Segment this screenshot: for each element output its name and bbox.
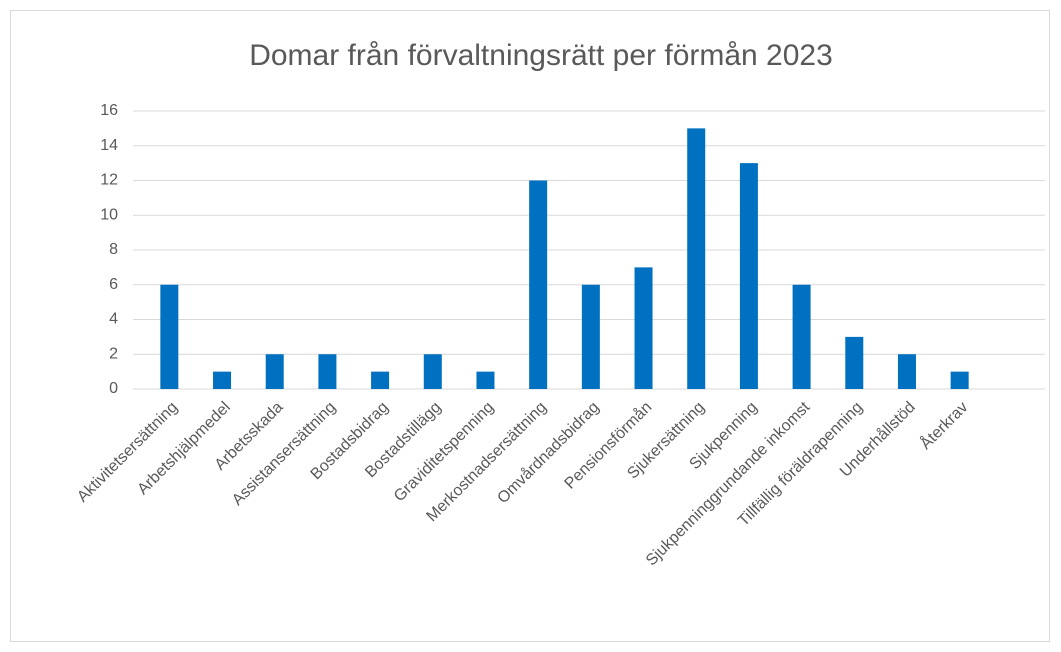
bar bbox=[897, 354, 916, 389]
bar bbox=[634, 267, 653, 389]
bar bbox=[423, 354, 442, 389]
y-tick-label: 4 bbox=[109, 311, 118, 328]
y-tick-label: 16 bbox=[100, 102, 118, 119]
bar bbox=[950, 371, 969, 389]
y-tick-label: 0 bbox=[109, 380, 118, 397]
bar bbox=[476, 371, 495, 389]
y-tick-label: 6 bbox=[109, 276, 118, 293]
bar bbox=[581, 284, 600, 389]
bar bbox=[845, 336, 864, 389]
y-tick-label: 12 bbox=[100, 172, 118, 189]
bar bbox=[529, 180, 548, 389]
y-tick-label: 2 bbox=[109, 345, 118, 362]
y-tick-label: 14 bbox=[100, 137, 118, 154]
bar bbox=[792, 284, 811, 389]
bar bbox=[739, 163, 758, 389]
chart-title: Domar från förvaltningsrätt per förmån 2… bbox=[249, 39, 833, 72]
y-tick-label: 10 bbox=[100, 206, 118, 223]
bar bbox=[160, 284, 179, 389]
y-tick-label: 8 bbox=[109, 241, 118, 258]
bar bbox=[213, 371, 232, 389]
bar bbox=[371, 371, 390, 389]
bar bbox=[318, 354, 337, 389]
bar bbox=[687, 128, 706, 389]
bar bbox=[265, 354, 284, 389]
